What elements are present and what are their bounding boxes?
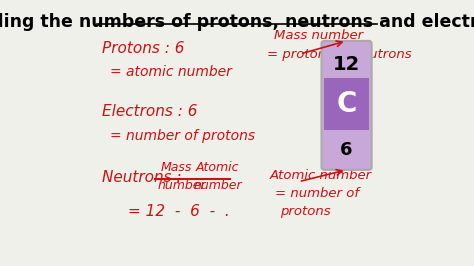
Text: Mass: Mass — [161, 161, 192, 174]
Text: = atomic number: = atomic number — [109, 65, 231, 80]
Text: = protons + neutrons: = protons + neutrons — [267, 48, 412, 61]
FancyBboxPatch shape — [324, 78, 369, 130]
Text: Protons : 6: Protons : 6 — [102, 41, 185, 56]
Text: Neutrons :: Neutrons : — [102, 170, 182, 185]
Text: = number of protons: = number of protons — [109, 129, 255, 143]
Text: Atomic: Atomic — [195, 161, 239, 174]
Text: protons: protons — [281, 205, 331, 218]
Text: 12: 12 — [333, 55, 360, 74]
Text: = number of: = number of — [275, 187, 359, 200]
Text: Atomic number: Atomic number — [270, 169, 372, 182]
Text: number: number — [193, 179, 242, 192]
Text: 6: 6 — [340, 141, 353, 159]
FancyBboxPatch shape — [321, 41, 372, 170]
Text: = 12  -  6  -  .: = 12 - 6 - . — [128, 205, 230, 219]
Text: C: C — [337, 90, 357, 118]
Text: number: number — [157, 179, 206, 192]
Text: Finding the numbers of protons, neutrons and electrons: Finding the numbers of protons, neutrons… — [0, 13, 474, 31]
Text: Mass number: Mass number — [274, 29, 364, 42]
Text: Electrons : 6: Electrons : 6 — [102, 105, 198, 119]
